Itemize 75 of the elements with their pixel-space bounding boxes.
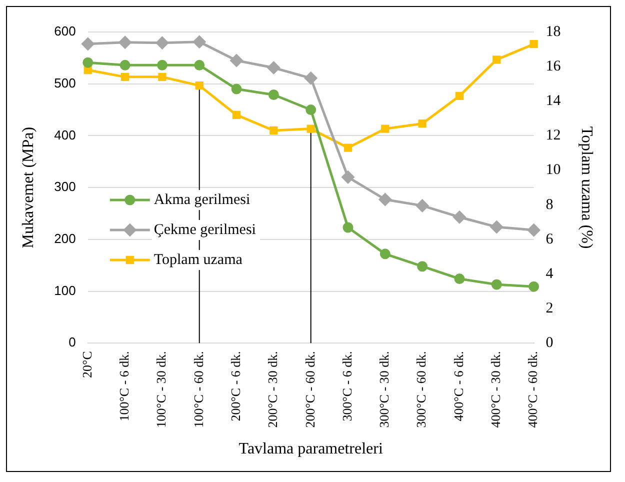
point xyxy=(82,57,94,68)
y2-tick-label: 8 xyxy=(546,196,554,213)
y-tick-label: 200 xyxy=(54,230,76,246)
point xyxy=(342,222,354,233)
legend-label: Toplam uzama xyxy=(154,252,243,268)
point xyxy=(306,124,315,133)
legend-label: Akma gerilmesi xyxy=(154,192,250,208)
point xyxy=(530,40,538,48)
point xyxy=(418,120,426,128)
y-tick-label: 600 xyxy=(54,24,76,39)
point xyxy=(82,38,94,50)
point xyxy=(381,124,390,133)
point xyxy=(416,199,429,212)
point xyxy=(231,84,242,94)
y-tick-label: 0 xyxy=(68,334,76,350)
x-tick-label: 200°C - 6 dk. xyxy=(228,351,243,422)
point xyxy=(194,60,205,70)
x-tick-label: 100°C - 6 dk. xyxy=(116,351,132,422)
point xyxy=(195,82,204,90)
point xyxy=(193,36,206,48)
point xyxy=(84,66,92,74)
x-tick-label: 300°C - 6 dk. xyxy=(339,351,354,422)
y-tick-label: 100 xyxy=(54,282,76,298)
point xyxy=(380,248,390,260)
point xyxy=(232,110,241,120)
y2-tick-label: 16 xyxy=(546,58,562,75)
x-tick-label: 200°C - 60 dk. xyxy=(302,351,318,428)
y2-tick-label: 2 xyxy=(546,300,554,316)
x-tick-label: 400°C - 6 dk. xyxy=(450,351,466,422)
point xyxy=(453,210,466,224)
x-tick-label: 400°C - 60 dk. xyxy=(525,351,540,428)
point xyxy=(270,126,278,135)
y2-axis-title: Toplam uzama (%) xyxy=(578,126,596,249)
x-tick-label: 400°C - 30 dk. xyxy=(488,351,504,428)
y2-tick-label: 18 xyxy=(546,24,561,40)
x-tick-label: 200°C - 30 dk. xyxy=(265,351,280,428)
y-tick-label: 300 xyxy=(54,179,76,194)
point xyxy=(120,72,130,82)
point xyxy=(268,89,279,100)
x-tick-label: 20°C xyxy=(79,351,94,378)
x-tick-label: 100°C - 60 dk. xyxy=(190,351,206,428)
point xyxy=(306,104,316,116)
point xyxy=(492,56,501,64)
point xyxy=(230,54,243,67)
y2-tick-label: 14 xyxy=(546,93,562,110)
point xyxy=(158,72,166,82)
point xyxy=(156,60,168,70)
point xyxy=(454,274,465,284)
point xyxy=(344,144,352,152)
point xyxy=(120,60,130,70)
point xyxy=(342,170,354,184)
x-tick-label: 300°C - 60 dk. xyxy=(414,351,429,428)
y2-tick-label: 0 xyxy=(546,335,554,352)
point xyxy=(455,92,464,100)
y2-tick-label: 12 xyxy=(546,128,561,144)
y-tick-label: 500 xyxy=(54,75,76,90)
point xyxy=(490,220,503,234)
y-tick-label: 400 xyxy=(54,127,76,142)
point xyxy=(528,224,540,236)
point xyxy=(491,279,502,290)
point xyxy=(267,62,280,74)
point xyxy=(156,36,168,50)
y2-tick-label: 6 xyxy=(546,231,554,248)
y-axis-title: Mukavemet (MPa) xyxy=(20,126,37,248)
y2-tick-label: 4 xyxy=(546,266,554,282)
y2-tick-label: 10 xyxy=(546,162,561,178)
point xyxy=(304,72,318,84)
x-tick-label: 100°C - 30 dk. xyxy=(154,351,169,428)
x-axis-title: Tavlama parametreleri xyxy=(238,440,384,458)
point xyxy=(378,193,392,206)
legend-label: Çekme gerilmesi xyxy=(154,222,256,238)
x-tick-label: 300°C - 30 dk. xyxy=(376,351,392,428)
point xyxy=(528,281,540,292)
point xyxy=(417,261,428,272)
point xyxy=(118,36,132,49)
